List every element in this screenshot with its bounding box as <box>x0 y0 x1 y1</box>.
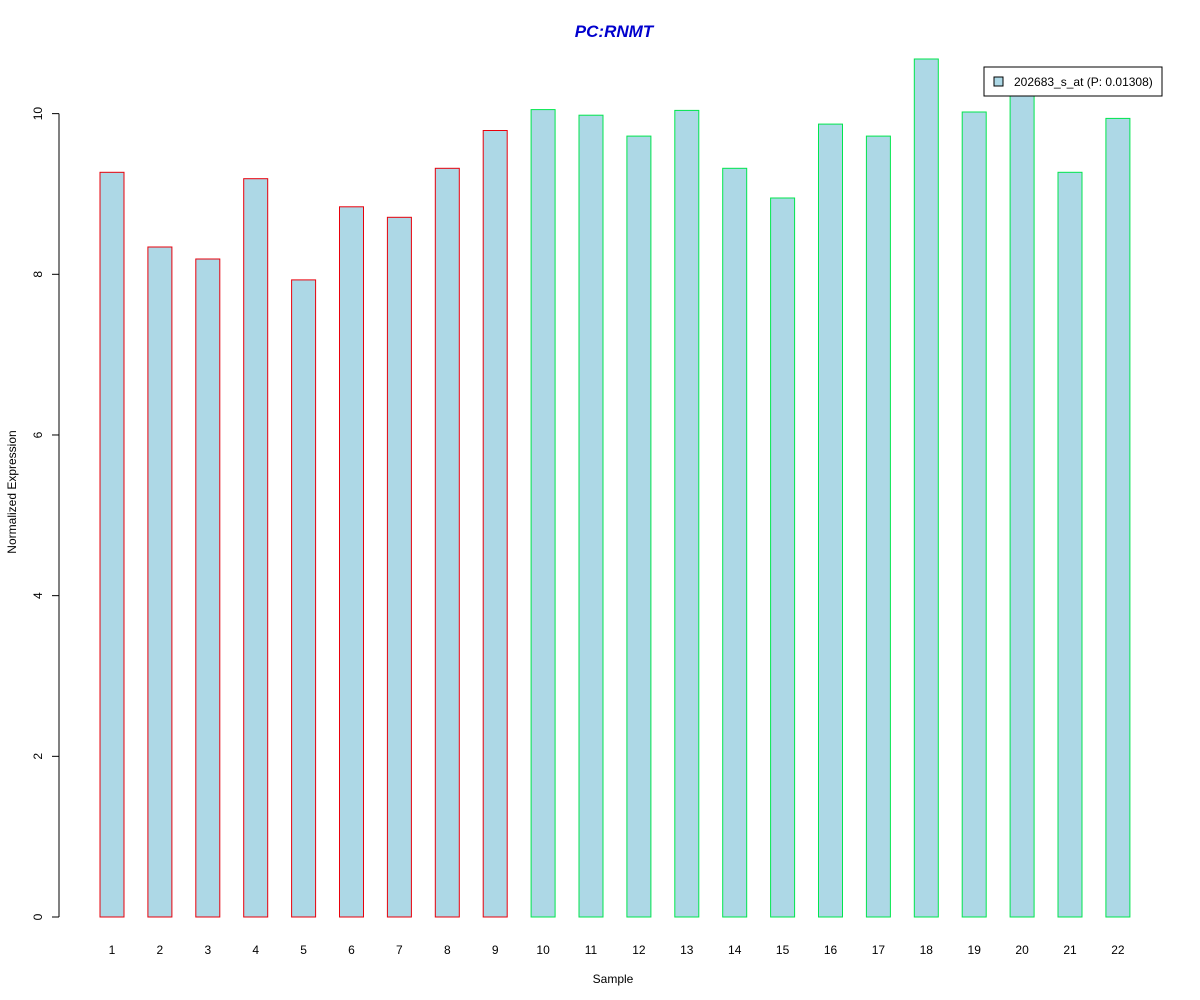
chart-title: PC:RNMT <box>575 22 655 41</box>
legend-label: 202683_s_at (P: 0.01308) <box>1014 75 1153 89</box>
x-tick-label: 9 <box>492 943 499 957</box>
y-tick-label: 2 <box>31 753 45 760</box>
y-tick-label: 4 <box>31 592 45 599</box>
bar-sample-6 <box>339 206 364 918</box>
legend-swatch <box>993 76 1004 87</box>
bar-sample-7 <box>386 216 412 918</box>
x-tick-label: 14 <box>728 943 742 957</box>
bar-sample-15 <box>770 197 796 918</box>
x-tick-label: 19 <box>968 943 982 957</box>
x-tick-label: 4 <box>252 943 259 957</box>
y-tick-label: 6 <box>31 431 45 438</box>
legend-box <box>983 66 1163 97</box>
x-tick-label: 3 <box>204 943 211 957</box>
legend: 202683_s_at (P: 0.01308) <box>983 66 1163 97</box>
bar-sample-20 <box>1009 89 1035 918</box>
x-tick-label: 6 <box>348 943 355 957</box>
x-tick-label: 16 <box>824 943 838 957</box>
y-tick-label: 10 <box>31 107 45 121</box>
bar-sample-17 <box>865 135 891 918</box>
x-axis-label: Sample <box>593 972 634 986</box>
bar-sample-16 <box>818 123 843 918</box>
bar-sample-14 <box>722 167 748 918</box>
bar-sample-22 <box>1105 117 1131 918</box>
x-tick-label: 12 <box>632 943 646 957</box>
bar-sample-5 <box>291 279 317 918</box>
y-tick-label: 0 <box>31 913 45 920</box>
x-tick-label: 20 <box>1015 943 1029 957</box>
x-tick-label: 7 <box>396 943 403 957</box>
x-tick-label: 18 <box>920 943 934 957</box>
bar-sample-10 <box>530 109 556 918</box>
bar-sample-21 <box>1057 171 1083 918</box>
x-tick-label: 21 <box>1063 943 1077 957</box>
x-tick-label: 15 <box>776 943 790 957</box>
bar-sample-13 <box>674 109 700 918</box>
bar-sample-9 <box>482 130 508 918</box>
x-tick-label: 11 <box>585 943 598 957</box>
bar-sample-1 <box>99 171 125 918</box>
x-tick-label: 1 <box>109 943 116 957</box>
bar-sample-4 <box>243 178 269 918</box>
bars-group <box>99 58 1131 918</box>
x-tick-label: 5 <box>300 943 307 957</box>
bar-sample-11 <box>578 114 604 918</box>
x-tick-label: 13 <box>680 943 694 957</box>
x-tick-labels: 1 2 3 4 5 6 7 8 9 10 11 12 13 14 15 16 17 18 19 20 21 22 <box>109 943 1125 957</box>
bar-sample-18 <box>913 58 939 918</box>
bar-sample-3 <box>195 258 221 918</box>
y-tick-label: 8 <box>31 271 45 278</box>
x-tick-label: 2 <box>157 943 164 957</box>
y-axis-label: Normalized Expression <box>5 430 19 553</box>
x-tick-label: 17 <box>872 943 886 957</box>
y-axis: 0 2 4 6 8 10 <box>31 107 60 920</box>
bar-sample-8 <box>434 167 460 918</box>
x-tick-label: 8 <box>444 943 451 957</box>
bar-sample-19 <box>961 111 987 918</box>
x-tick-label: 22 <box>1111 943 1125 957</box>
x-tick-label: 10 <box>536 943 550 957</box>
bar-sample-2 <box>147 246 173 918</box>
bar-sample-12 <box>626 135 652 918</box>
